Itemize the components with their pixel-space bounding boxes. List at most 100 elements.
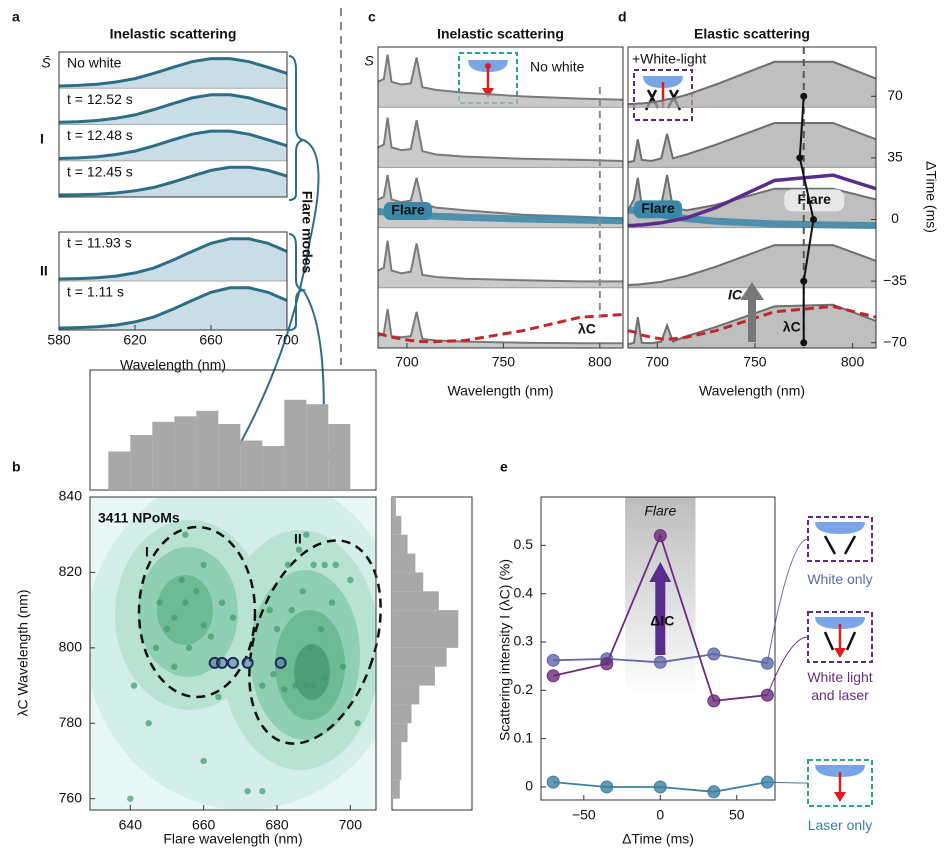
scatter-point: [156, 599, 163, 606]
hist-bar: [392, 723, 408, 743]
x-tick-label: −50: [572, 807, 596, 823]
x-axis-label: Wavelength (nm): [120, 357, 226, 373]
hist-bar: [306, 404, 329, 490]
group-label: I: [40, 131, 44, 147]
hist-bar: [196, 410, 219, 490]
spectrum-line: [377, 54, 624, 101]
hist-bar: [392, 647, 447, 667]
series-point: [600, 780, 614, 794]
spectrum-line: [58, 129, 288, 160]
scatter-point: [288, 606, 295, 614]
hist-bar: [392, 497, 396, 516]
flare-label-bg: [634, 200, 682, 219]
hist-bar: [392, 553, 416, 573]
series-point: [546, 653, 560, 667]
frame: [89, 496, 377, 811]
scatter-point: [266, 606, 273, 614]
scatter-point: [281, 686, 288, 693]
spectrum-line: [377, 240, 623, 283]
arrow-label: ΔIC: [650, 613, 674, 629]
inset-label: No white: [530, 59, 585, 75]
hist-bar: [392, 515, 402, 535]
scatter-point: [259, 787, 266, 795]
annotation: Flare modes: [299, 191, 315, 274]
y-tick-label: 0.2: [514, 681, 534, 697]
series-point: [546, 775, 560, 789]
spectrum-line: [58, 57, 288, 88]
peak-dot: [810, 216, 818, 224]
hist-bar: [392, 572, 424, 592]
scatter-point: [317, 625, 325, 633]
y-tick-label: 0.3: [514, 633, 534, 649]
spectrum-line: [377, 174, 624, 220]
y-axis-label: S̄: [41, 55, 51, 71]
inset-label: +White-light: [632, 51, 706, 67]
spectrum-line: [377, 117, 624, 162]
y-axis-label: S: [364, 53, 374, 69]
y-tick-label: 820: [59, 563, 83, 579]
series-label: t = 12.48 s: [67, 127, 133, 143]
hist-bar: [392, 760, 402, 780]
scatter-point: [259, 682, 266, 689]
area: [59, 94, 287, 125]
y-tick-label: 0: [525, 778, 533, 794]
scatter-point: [354, 720, 361, 727]
scatter-point: [244, 787, 251, 795]
x-axis-label: Flare wavelength (nm): [163, 831, 302, 847]
band-label: Flare: [644, 503, 676, 519]
peak-dot: [796, 154, 804, 162]
fit-curve: [377, 313, 624, 344]
highlight-point: [274, 656, 287, 669]
scatter-point: [130, 682, 138, 689]
panel-label: d: [618, 9, 627, 25]
y-axis-label: Scattering intensity I (λC) (%): [497, 559, 513, 741]
hist-bar: [392, 742, 402, 761]
highlight-point: [241, 656, 254, 669]
legend-connector: [766, 636, 809, 696]
lambda-label: λC: [783, 319, 801, 335]
peak-dot: [800, 277, 808, 285]
x-tick-label: 700: [395, 354, 419, 370]
hist-bar: [392, 685, 420, 705]
x-tick-label: 750: [743, 354, 767, 370]
y2-axis-label: ΔTime (ms): [923, 161, 939, 233]
panel-title: Inelastic scattering: [110, 26, 237, 42]
hist-bar: [152, 421, 175, 490]
y-tick-label: 0.5: [514, 536, 534, 552]
area: [59, 58, 287, 89]
flare-label-bg: [384, 201, 432, 220]
panel-title: Elastic scattering: [694, 26, 810, 42]
scatter-point: [163, 625, 171, 633]
x-tick-label: 700: [275, 332, 299, 348]
scatter-point: [229, 614, 237, 621]
x-axis-label: ΔTime (ms): [622, 831, 694, 847]
scatter-point: [218, 599, 226, 606]
arrow-label: IC: [728, 287, 743, 303]
peak-dot: [800, 92, 808, 100]
scatter-point: [328, 599, 336, 606]
scatter-point: [332, 561, 339, 569]
scatter-point: [145, 720, 152, 727]
spectrum-area: [628, 61, 876, 108]
annotation: 3411 NPoMs: [98, 510, 180, 526]
scatter-point: [310, 682, 317, 689]
flare-label: Flare: [641, 200, 675, 216]
scatter-point: [152, 644, 160, 652]
spectrum-line: [58, 93, 288, 124]
spectrum-area: [628, 123, 876, 168]
intensity-arrow: [740, 282, 764, 342]
spectrum-area: [378, 240, 623, 288]
spectrum-area: [378, 54, 623, 108]
scatter-point: [182, 599, 189, 606]
x-tick-label: 800: [588, 354, 612, 370]
y2-tick-label: −35: [883, 272, 907, 288]
x-tick-label: 680: [265, 817, 289, 833]
y-tick-label: 760: [59, 789, 83, 805]
scatter-point: [310, 561, 317, 569]
scatter-point: [178, 576, 185, 584]
hist-bar: [284, 399, 307, 490]
series-label: t = 12.52 s: [67, 91, 133, 107]
x-tick-label: 660: [192, 817, 216, 833]
panel-label: b: [12, 459, 21, 475]
